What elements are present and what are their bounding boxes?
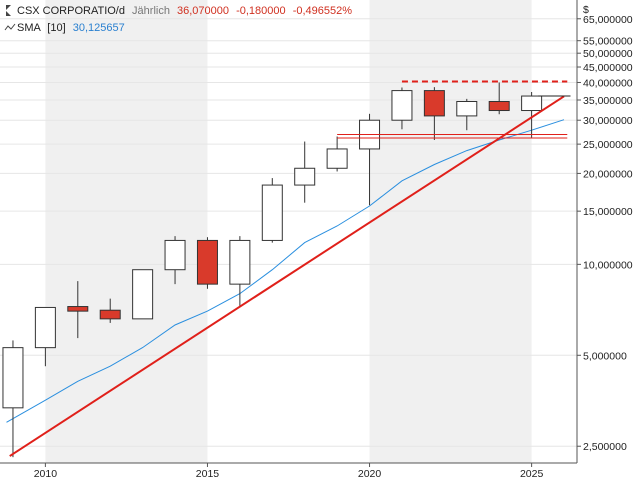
candle-body-2009 — [2, 347, 24, 409]
x-axis-ticks: 2010 2015 2020 2025 — [34, 463, 544, 480]
y-tick-label-11: 5,000000 — [583, 350, 627, 362]
x-tick-label-0: 2010 — [34, 468, 58, 480]
candle-body-2013 — [132, 269, 154, 320]
candle-2025 — [521, 91, 543, 138]
legend-sma-value: 30,125657 — [73, 22, 125, 34]
y-tick-label-5: 35,000000 — [583, 95, 633, 107]
candle-body-2022 — [423, 90, 445, 117]
candle-2011 — [67, 281, 89, 339]
currency-symbol: $ — [583, 4, 589, 16]
legend-sma-label: SMA — [17, 22, 42, 34]
svg-text:CSX CORPORATIO/d Jährl: CSX CORPORATIO/d Jährlich 36,070000 -0,1… — [17, 5, 352, 17]
y-tick-label-1: 55,000000 — [583, 36, 633, 48]
candle-2012 — [99, 298, 121, 323]
candle-body-2025 — [521, 95, 543, 112]
candle-2021 — [391, 87, 413, 130]
y-tick-label-0: 65,000000 — [583, 14, 633, 26]
candle-2024 — [488, 82, 510, 115]
candle-body-2014 — [164, 239, 186, 271]
candle-body-2015 — [196, 239, 218, 285]
legend: CSX CORPORATIO/d Jährlich 36,070000 -0,1… — [4, 5, 352, 34]
zoom-icon[interactable] — [6, 5, 11, 16]
candle-2023 — [456, 98, 478, 131]
y-tick-label-7: 25,000000 — [583, 139, 633, 151]
sma-line — [6, 119, 565, 423]
candle-2022 — [423, 87, 445, 141]
candle-2018 — [294, 141, 316, 203]
svg-text:SMA [10] 30,12: SMA [10] 30,125657 — [17, 22, 125, 34]
x-tick-label-3: 2025 — [520, 468, 544, 480]
legend-period: Jährlich — [132, 5, 170, 17]
drawing-overlays — [9, 80, 571, 457]
candle-body-2012 — [99, 309, 121, 320]
sma-line-icon — [4, 23, 16, 31]
candle-body-2017 — [261, 184, 283, 241]
y-tick-label-4: 40,000000 — [583, 77, 633, 89]
sma-layer — [6, 119, 565, 423]
candle-2017 — [261, 178, 283, 243]
candle-body-2018 — [294, 167, 316, 186]
legend-symbol: CSX CORPORATIO/d — [17, 5, 125, 17]
legend-sma-param: [10] — [47, 22, 65, 34]
candle-2009 — [2, 340, 24, 458]
candle-2016 — [229, 236, 251, 308]
y-tick-label-10: 10,000000 — [583, 259, 633, 271]
y-tick-label-6: 30,000000 — [583, 115, 633, 127]
candles — [2, 82, 543, 458]
y-tick-label-9: 15,000000 — [583, 206, 633, 218]
candle-body-2021 — [391, 90, 413, 121]
y-tick-label-12: 2,500000 — [583, 441, 627, 453]
trend-line — [9, 95, 565, 457]
candle-2010 — [34, 306, 56, 367]
axes — [0, 0, 578, 464]
candle-body-2019 — [326, 148, 348, 169]
candle-2019 — [326, 136, 348, 172]
candle-body-2023 — [456, 100, 478, 117]
x-tick-label-2: 2020 — [358, 468, 382, 480]
candle-2014 — [164, 236, 186, 285]
legend-change-pct: -0,496552% — [293, 5, 353, 17]
candle-body-2016 — [229, 239, 251, 285]
legend-change: -0,180000 — [236, 5, 286, 17]
candle-body-2010 — [34, 306, 56, 349]
x-tick-label-1: 2015 — [196, 468, 220, 480]
candle-body-2024 — [488, 100, 510, 112]
candle-body-2011 — [67, 306, 89, 312]
y-tick-label-2: 50,000000 — [583, 48, 633, 60]
grid — [0, 18, 577, 447]
year-band-1 — [369, 0, 532, 463]
y-tick-label-8: 20,000000 — [583, 168, 633, 180]
candle-2013 — [132, 269, 154, 320]
year-band-0 — [45, 0, 208, 463]
candle-2015 — [196, 237, 218, 289]
legend-last: 36,070000 — [177, 5, 229, 17]
year-bands — [45, 0, 532, 463]
y-tick-label-3: 45,000000 — [583, 62, 633, 74]
